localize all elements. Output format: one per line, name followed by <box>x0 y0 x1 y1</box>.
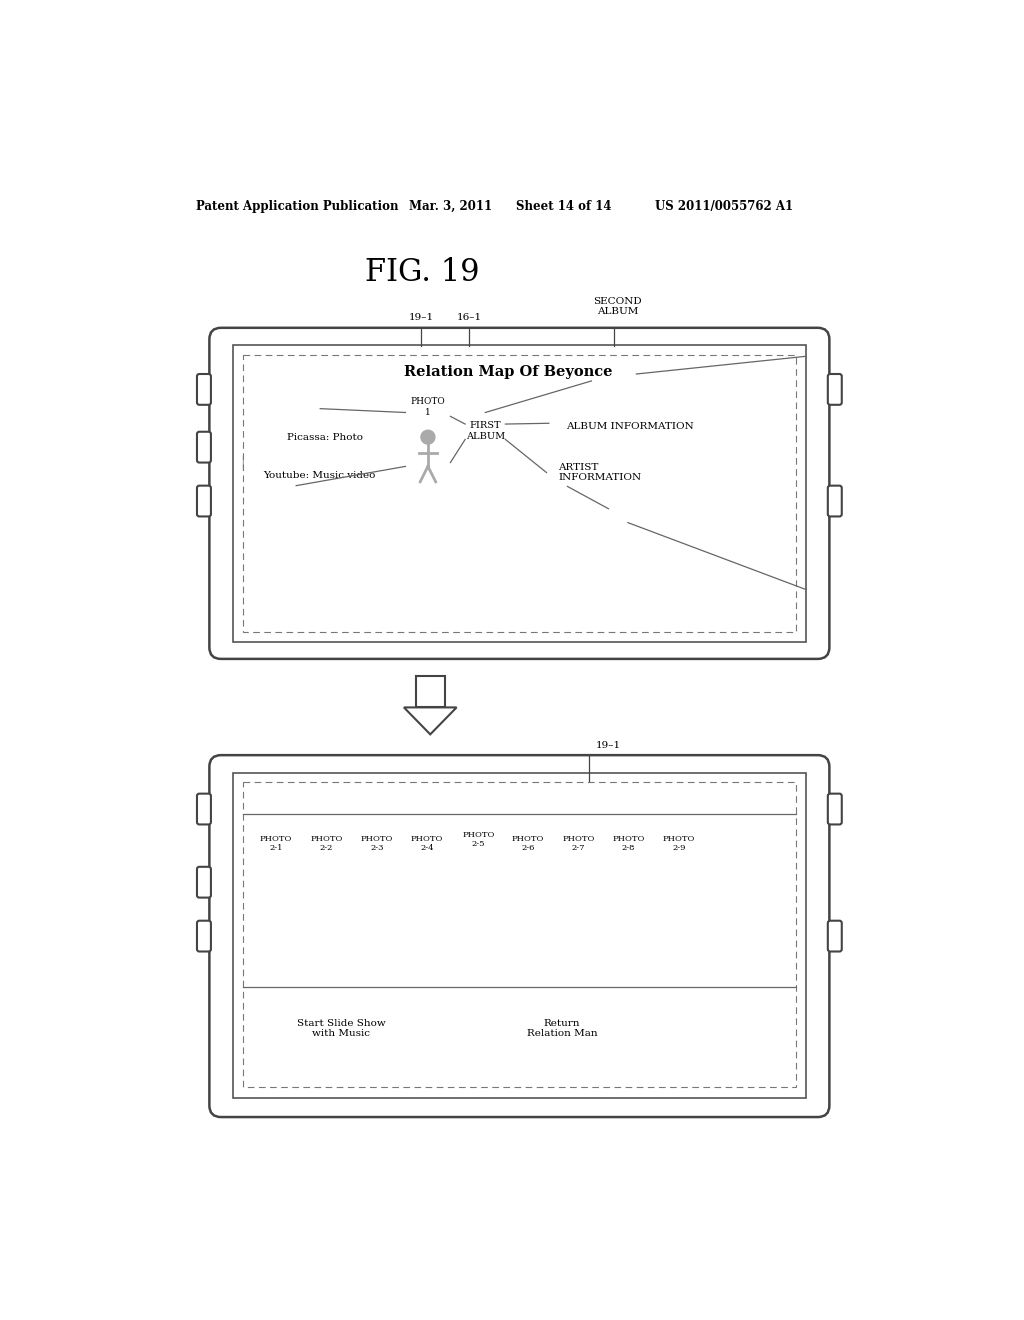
Bar <box>655 830 703 891</box>
FancyBboxPatch shape <box>827 793 842 825</box>
Text: US 2011/0055762 A1: US 2011/0055762 A1 <box>655 199 794 213</box>
Text: PHOTO
2-1: PHOTO 2-1 <box>260 836 292 853</box>
Bar <box>243 455 267 470</box>
Bar <box>504 830 552 891</box>
Bar <box>592 367 636 396</box>
Text: PHOTO
2-8: PHOTO 2-8 <box>612 836 645 853</box>
Bar <box>589 508 628 536</box>
Bar <box>260 511 285 527</box>
FancyBboxPatch shape <box>197 867 211 898</box>
FancyBboxPatch shape <box>197 374 211 405</box>
FancyBboxPatch shape <box>209 327 829 659</box>
Bar <box>549 414 591 442</box>
Bar <box>232 345 806 642</box>
Bar <box>263 376 286 392</box>
Bar <box>246 499 270 515</box>
Text: Relation Map Of Beyonce: Relation Map Of Beyonce <box>403 366 612 379</box>
Bar <box>271 478 296 494</box>
Bar <box>243 781 796 1088</box>
Text: ARTIST
INFORMATION: ARTIST INFORMATION <box>558 463 641 482</box>
Bar <box>251 364 272 380</box>
FancyBboxPatch shape <box>197 793 211 825</box>
Text: PHOTO
2-3: PHOTO 2-3 <box>360 836 393 853</box>
Bar <box>280 1008 403 1048</box>
Bar <box>232 774 806 1098</box>
FancyBboxPatch shape <box>827 374 842 405</box>
Bar <box>406 397 451 486</box>
Bar <box>282 388 303 404</box>
FancyBboxPatch shape <box>827 921 842 952</box>
Bar <box>465 412 506 449</box>
Text: PHOTO
2-4: PHOTO 2-4 <box>411 836 443 853</box>
Text: Start Slide Show
with Music: Start Slide Show with Music <box>297 1019 385 1039</box>
Text: Sheet 14 of 14: Sheet 14 of 14 <box>515 199 611 213</box>
Bar <box>454 826 504 895</box>
Bar <box>302 830 350 891</box>
Bar <box>352 830 400 891</box>
Text: Youtube: Music video: Youtube: Music video <box>263 471 376 480</box>
Text: Patent Application Publication: Patent Application Publication <box>197 199 398 213</box>
Bar <box>547 459 589 487</box>
Bar <box>554 830 602 891</box>
Circle shape <box>421 430 435 444</box>
Text: ALBUM INFORMATION: ALBUM INFORMATION <box>566 422 693 430</box>
Bar <box>252 830 300 891</box>
Polygon shape <box>403 708 457 734</box>
FancyBboxPatch shape <box>827 486 842 516</box>
Bar <box>299 401 321 416</box>
Text: 19–1: 19–1 <box>409 313 433 322</box>
Text: FIRST
ALBUM: FIRST ALBUM <box>466 421 505 441</box>
FancyBboxPatch shape <box>197 921 211 952</box>
Text: SECOND
ALBUM: SECOND ALBUM <box>594 297 642 317</box>
Bar <box>243 355 796 632</box>
Text: PHOTO
2-7: PHOTO 2-7 <box>562 836 595 853</box>
Bar <box>256 466 281 482</box>
Text: PHOTO
2-9: PHOTO 2-9 <box>663 836 695 853</box>
FancyBboxPatch shape <box>197 486 211 516</box>
Text: FIG. 19: FIG. 19 <box>366 257 480 288</box>
Text: PHOTO
2-5: PHOTO 2-5 <box>463 832 495 849</box>
FancyBboxPatch shape <box>197 432 211 462</box>
Bar <box>508 1008 616 1048</box>
Text: 16–1: 16–1 <box>457 313 481 322</box>
Text: PHOTO
2-2: PHOTO 2-2 <box>310 836 343 853</box>
Polygon shape <box>416 676 445 708</box>
Text: Mar. 3, 2011: Mar. 3, 2011 <box>410 199 493 213</box>
FancyBboxPatch shape <box>209 755 829 1117</box>
Bar <box>604 830 652 891</box>
Text: 19–1: 19–1 <box>595 741 621 750</box>
Text: PHOTO
1: PHOTO 1 <box>411 397 445 417</box>
Bar <box>403 830 452 891</box>
Text: Return
Relation Man: Return Relation Man <box>526 1019 597 1039</box>
Text: Picassa: Photo: Picassa: Photo <box>287 433 362 442</box>
Text: PHOTO
2-6: PHOTO 2-6 <box>512 836 544 853</box>
